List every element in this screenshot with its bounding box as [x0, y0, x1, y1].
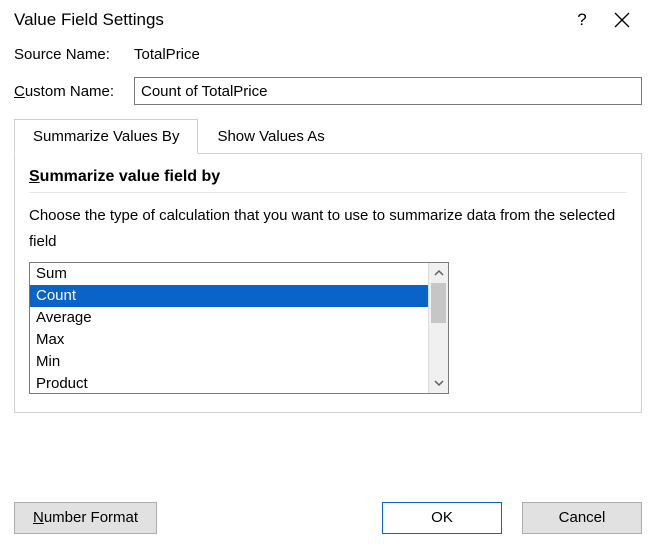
scroll-track[interactable]: [429, 283, 448, 373]
dialog-content: Source Name: TotalPrice Custom Name: Sum…: [0, 38, 656, 413]
tab-summarize-values-by[interactable]: Summarize Values By: [14, 119, 198, 154]
list-item[interactable]: Min: [30, 351, 428, 373]
scroll-thumb[interactable]: [431, 283, 446, 323]
ok-button[interactable]: OK: [382, 502, 502, 534]
tab-strip: Summarize Values By Show Values As: [14, 119, 642, 154]
listbox-items: SumCountAverageMaxMinProduct: [30, 263, 428, 393]
titlebar: Value Field Settings ?: [0, 0, 656, 38]
list-item[interactable]: Sum: [30, 263, 428, 285]
scroll-up-icon[interactable]: [429, 263, 448, 283]
list-item[interactable]: Count: [30, 285, 428, 307]
scroll-down-icon[interactable]: [429, 373, 448, 393]
custom-name-input[interactable]: [134, 77, 642, 105]
value-field-settings-dialog: Value Field Settings ? Source Name: Tota…: [0, 0, 656, 550]
divider: [29, 192, 627, 193]
scrollbar[interactable]: [428, 263, 448, 393]
help-icon[interactable]: ?: [562, 10, 602, 30]
source-name-label: Source Name:: [14, 46, 134, 63]
list-item[interactable]: Product: [30, 373, 428, 393]
summarize-panel: Summarize value field by Choose the type…: [14, 153, 642, 413]
cancel-button[interactable]: Cancel: [522, 502, 642, 534]
section-description: Choose the type of calculation that you …: [29, 203, 627, 254]
number-format-button[interactable]: Number Format: [14, 502, 157, 534]
close-icon[interactable]: [602, 12, 642, 28]
list-item[interactable]: Average: [30, 307, 428, 329]
custom-name-row: Custom Name:: [14, 77, 642, 105]
source-name-value: TotalPrice: [134, 46, 200, 63]
source-name-row: Source Name: TotalPrice: [14, 46, 642, 63]
section-heading: Summarize value field by: [29, 168, 627, 186]
list-item[interactable]: Max: [30, 329, 428, 351]
tab-show-values-as[interactable]: Show Values As: [198, 119, 343, 154]
custom-name-label: Custom Name:: [14, 83, 134, 100]
button-row: Number Format OK Cancel: [14, 502, 642, 534]
dialog-title: Value Field Settings: [14, 10, 562, 30]
calculation-listbox[interactable]: SumCountAverageMaxMinProduct: [29, 262, 449, 394]
